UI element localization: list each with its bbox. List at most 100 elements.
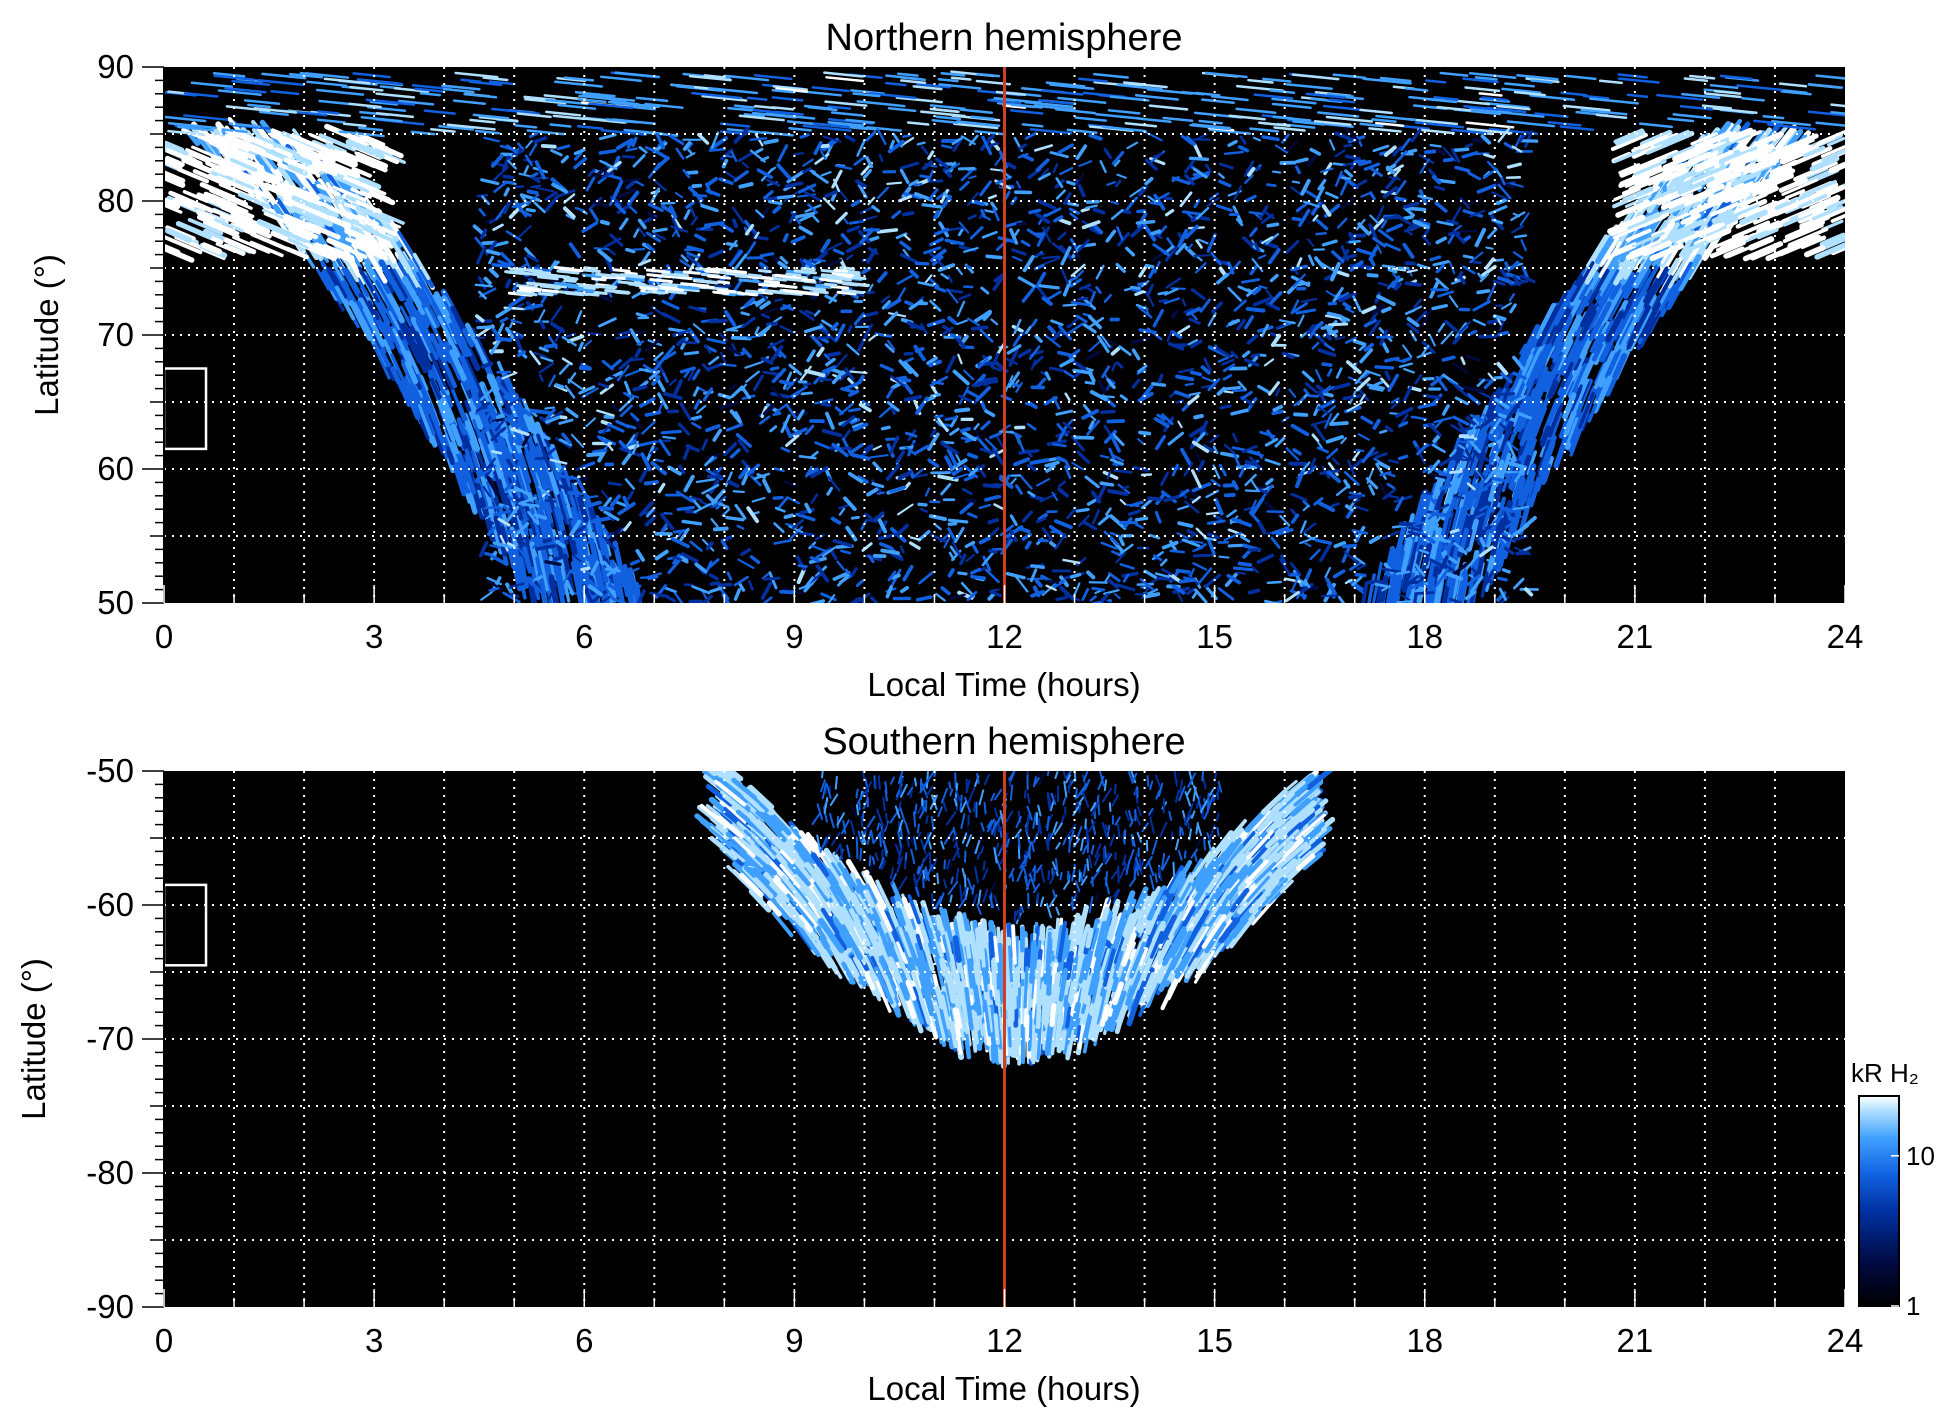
emission-streak (1069, 572, 1082, 579)
emission-streak (235, 130, 272, 149)
emission-streak (1598, 79, 1623, 85)
emission-streak (1041, 89, 1084, 96)
emission-streak (360, 116, 403, 123)
emission-streak (1232, 388, 1247, 393)
emission-streak (441, 84, 481, 91)
emission-streak (1348, 376, 1365, 385)
emission-streak (763, 138, 779, 145)
emission-streak (424, 307, 437, 329)
emission-streak (1546, 434, 1557, 454)
emission-streak (1228, 114, 1266, 121)
emission-streak (1407, 206, 1427, 212)
emission-streak (332, 185, 366, 202)
emission-streak (1337, 595, 1346, 603)
emission-streak (1231, 480, 1239, 491)
emission-streak (503, 187, 510, 197)
emission-streak (658, 438, 671, 457)
emission-streak (946, 226, 965, 232)
emission-streak (881, 300, 891, 310)
emission-streak (410, 130, 436, 136)
emission-streak (1052, 163, 1059, 174)
emission-streak (555, 468, 564, 480)
emission-streak (823, 71, 864, 78)
emission-streak (1334, 149, 1346, 158)
emission-streak (601, 359, 614, 371)
emission-streak (525, 208, 536, 213)
emission-streak (1579, 336, 1593, 360)
emission-streak (164, 234, 203, 255)
emission-streak (358, 126, 384, 132)
emission-streak (685, 170, 699, 175)
emission-streak (1213, 514, 1223, 521)
emission-streak (1249, 127, 1280, 133)
emission-streak (338, 130, 385, 138)
emission-streak (980, 286, 990, 295)
emission-streak (315, 88, 365, 96)
emission-streak (1449, 469, 1463, 474)
emission-streak (1633, 277, 1653, 309)
emission-streak (546, 488, 561, 532)
emission-streak (1582, 94, 1610, 100)
emission-streak (415, 287, 440, 328)
emission-streak (1075, 556, 1087, 567)
emission-streak (1354, 370, 1368, 385)
emission-streak (660, 429, 682, 435)
emission-streak (1264, 437, 1279, 447)
emission-streak (544, 191, 558, 201)
emission-streak (959, 180, 970, 191)
emission-streak (1580, 108, 1628, 116)
emission-streak (760, 307, 779, 316)
emission-streak (1251, 258, 1264, 273)
emission-streak (1442, 157, 1454, 163)
emission-streak (577, 543, 591, 562)
emission-streak (1780, 90, 1812, 96)
emission-streak (782, 480, 797, 488)
emission-streak (1417, 194, 1434, 201)
emission-streak (372, 343, 391, 380)
emission-streak (1830, 110, 1845, 115)
emission-streak (914, 261, 930, 266)
emission-streak (1384, 242, 1401, 252)
emission-streak (1397, 454, 1409, 461)
emission-streak (287, 164, 308, 176)
emission-streak (1468, 71, 1517, 79)
emission-streak (1110, 346, 1121, 356)
emission-streak (492, 166, 509, 181)
emission-streak (872, 461, 883, 473)
emission-streak (1588, 268, 1610, 304)
emission-streak (1677, 253, 1702, 292)
emission-streak (1354, 572, 1367, 578)
emission-streak (738, 114, 785, 122)
emission-streak (615, 138, 634, 151)
emission-streak (234, 219, 272, 239)
emission-streak (1499, 596, 1510, 603)
emission-streak (1507, 461, 1528, 470)
emission-streak (273, 180, 312, 199)
emission-streak (250, 141, 289, 161)
emission-streak (1748, 236, 1775, 251)
emission-streak (1680, 185, 1702, 197)
emission-streak (186, 150, 211, 164)
emission-streak (970, 115, 995, 121)
emission-streak (843, 429, 851, 440)
emission-streak (1290, 264, 1309, 272)
emission-streak (902, 133, 912, 138)
emission-streak (232, 214, 271, 235)
emission-streak (1077, 269, 1084, 277)
emission-streak (1148, 104, 1189, 111)
emission-streak (605, 370, 624, 382)
emission-streak (1767, 123, 1817, 131)
emission-streak (1046, 290, 1062, 301)
emission-streak (1293, 412, 1309, 417)
emission-streak (466, 325, 489, 366)
emission-streak (607, 481, 623, 487)
emission-streak (1434, 485, 1446, 514)
emission-streak (717, 582, 733, 588)
emission-streak (853, 592, 871, 603)
emission-streak (348, 102, 382, 109)
emission-streak (762, 478, 772, 494)
emission-streak (579, 461, 596, 470)
emission-streak (495, 205, 508, 221)
emission-streak (1750, 159, 1779, 174)
emission-streak (1423, 543, 1433, 567)
